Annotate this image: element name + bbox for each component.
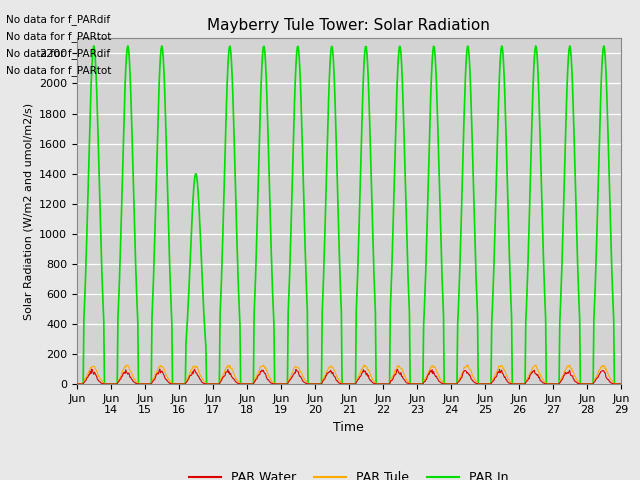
Text: No data for f_PARtot: No data for f_PARtot — [6, 65, 112, 76]
Text: No data for f_PARdif: No data for f_PARdif — [6, 14, 111, 25]
Legend: PAR Water, PAR Tule, PAR In: PAR Water, PAR Tule, PAR In — [184, 466, 513, 480]
X-axis label: Time: Time — [333, 421, 364, 434]
Title: Mayberry Tule Tower: Solar Radiation: Mayberry Tule Tower: Solar Radiation — [207, 18, 490, 33]
Text: No data for f_PARdif: No data for f_PARdif — [6, 48, 111, 59]
Text: No data for f_PARtot: No data for f_PARtot — [6, 31, 112, 42]
Y-axis label: Solar Radiation (W/m2 and umol/m2/s): Solar Radiation (W/m2 and umol/m2/s) — [23, 103, 33, 320]
